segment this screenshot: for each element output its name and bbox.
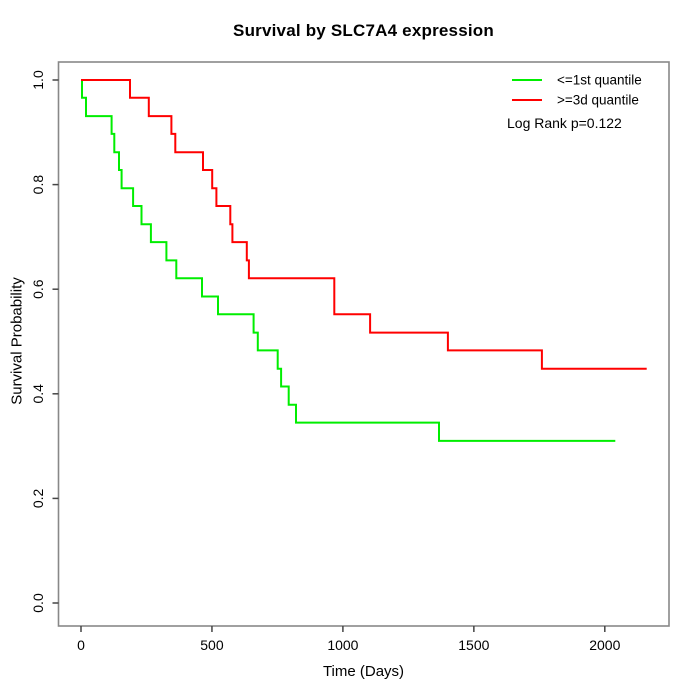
y-tick-label: 0.8 [30, 175, 46, 195]
survival-curve-3d-quantile [81, 79, 647, 370]
x-tick-label: 0 [77, 637, 85, 653]
chart-title: Survival by SLC7A4 expression [233, 21, 494, 40]
x-tick-label: 1500 [458, 637, 489, 653]
legend-label: >=3d quantile [557, 93, 639, 108]
y-tick-label: 0.4 [30, 384, 46, 404]
log-rank-annotation: Log Rank p=0.122 [507, 115, 622, 131]
y-tick-label: 1.0 [30, 70, 46, 90]
x-axis-label: Time (Days) [322, 663, 405, 680]
plot-box [57, 61, 670, 627]
y-tick-label: 0.2 [30, 488, 46, 508]
legend-label: <=1st quantile [557, 73, 642, 88]
y-tick-label: 0.6 [30, 279, 46, 299]
survival-curve-1st-quantile [81, 79, 616, 442]
x-tick-label: 2000 [589, 637, 620, 653]
y-tick-label: 0.0 [30, 593, 46, 613]
x-tick-label: 1000 [327, 637, 358, 653]
x-tick-label: 500 [200, 637, 224, 653]
